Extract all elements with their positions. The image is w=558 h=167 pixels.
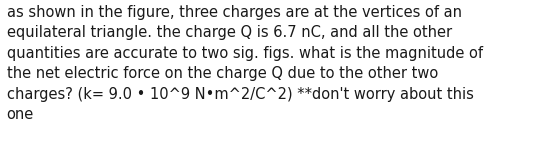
Text: as shown in the figure, three charges are at the vertices of an
equilateral tria: as shown in the figure, three charges ar…: [7, 5, 483, 122]
